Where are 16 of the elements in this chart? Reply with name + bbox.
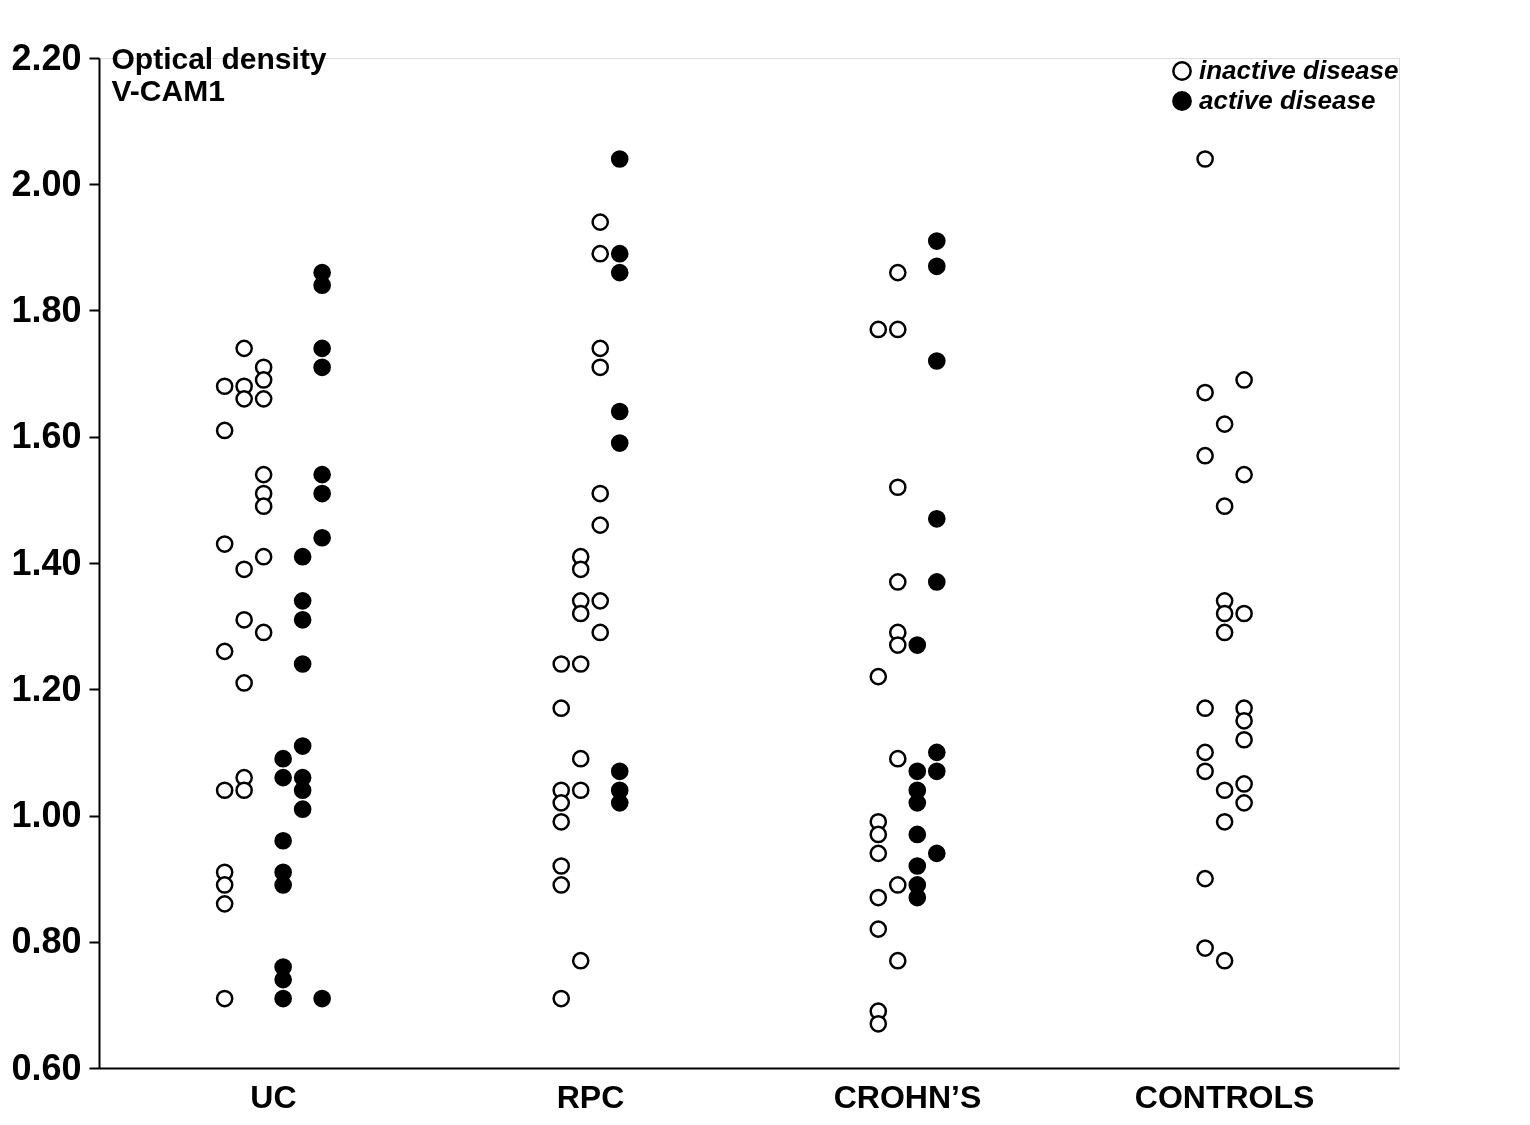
y-tick-label: 0.80 xyxy=(11,920,82,962)
y-tick-label: 1.80 xyxy=(11,289,82,330)
y-tick-label: 2.00 xyxy=(11,162,82,204)
x-tick-label: UC xyxy=(250,1078,297,1115)
y-tick-label: 2.20 xyxy=(11,36,82,78)
y-tick-label: 0.60 xyxy=(11,1046,82,1088)
x-tick-label: CROHN’S xyxy=(833,1078,982,1115)
y-axis-title: Optical density V-CAM1 xyxy=(111,41,327,107)
y-tick-label: 1.60 xyxy=(11,415,82,457)
y-tick-label: 1.40 xyxy=(11,541,82,583)
x-tick-label: RPC xyxy=(556,1078,625,1115)
y-tick-label: 1.00 xyxy=(11,794,82,835)
legend-label: active disease xyxy=(1199,85,1376,115)
legend-label: inactive disease xyxy=(1199,55,1399,85)
y-tick-label: 1.20 xyxy=(11,667,82,709)
x-tick-label: CONTROLS xyxy=(1134,1078,1315,1115)
